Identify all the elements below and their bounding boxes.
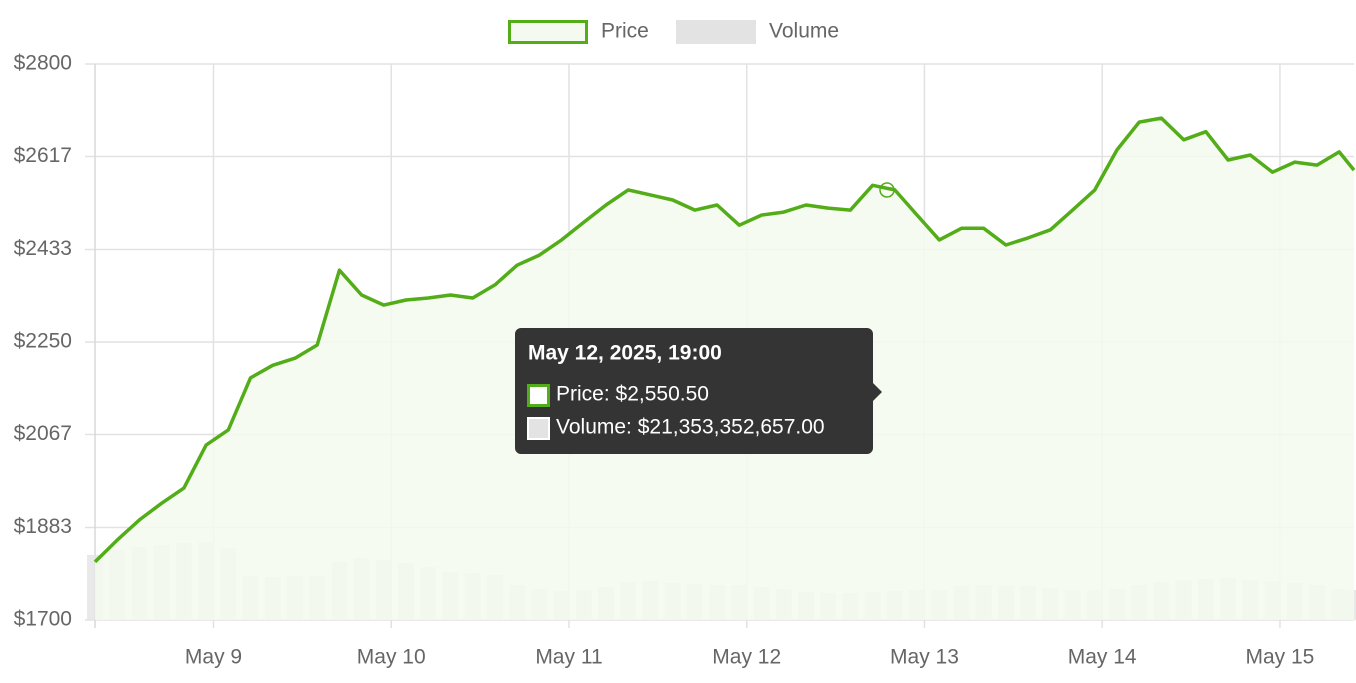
price-line	[93, 116, 1356, 564]
tooltip-swatch	[529, 419, 548, 438]
y-tick-label: $2067	[14, 422, 72, 445]
tooltip: May 12, 2025, 19:00 Price: $2,550.50 Volum…	[515, 328, 882, 454]
legend-swatch	[676, 20, 756, 44]
x-tick-label: May 12	[712, 646, 781, 669]
tooltip-box	[515, 328, 882, 454]
x-tick-label: May 11	[535, 646, 602, 669]
tooltip-title: May 12, 2025, 19:00	[528, 342, 722, 365]
y-tick-label: $2800	[14, 52, 72, 75]
tooltip-swatch	[527, 384, 550, 407]
x-tick-label: May 10	[357, 646, 426, 669]
x-tick-label: May 9	[185, 646, 242, 669]
hover-point	[879, 182, 895, 198]
x-tick-label: May 13	[890, 646, 959, 669]
legend-swatch	[508, 20, 588, 44]
legend-label: Volume	[769, 20, 839, 43]
y-tick-label: $1883	[14, 515, 72, 538]
tooltip-line: Price: $2,550.50	[556, 383, 709, 406]
y-tick-label: $2433	[14, 237, 72, 260]
y-tick-label: $1700	[14, 608, 72, 631]
legend-label: Price	[601, 20, 649, 43]
y-tick-label: $2250	[14, 330, 72, 353]
x-tick-label: May 14	[1068, 646, 1137, 669]
y-tick-label: $2617	[14, 144, 72, 167]
tooltip-line: Volume: $21,353,352,657.00	[556, 416, 825, 439]
x-tick-label: May 15	[1246, 646, 1315, 669]
